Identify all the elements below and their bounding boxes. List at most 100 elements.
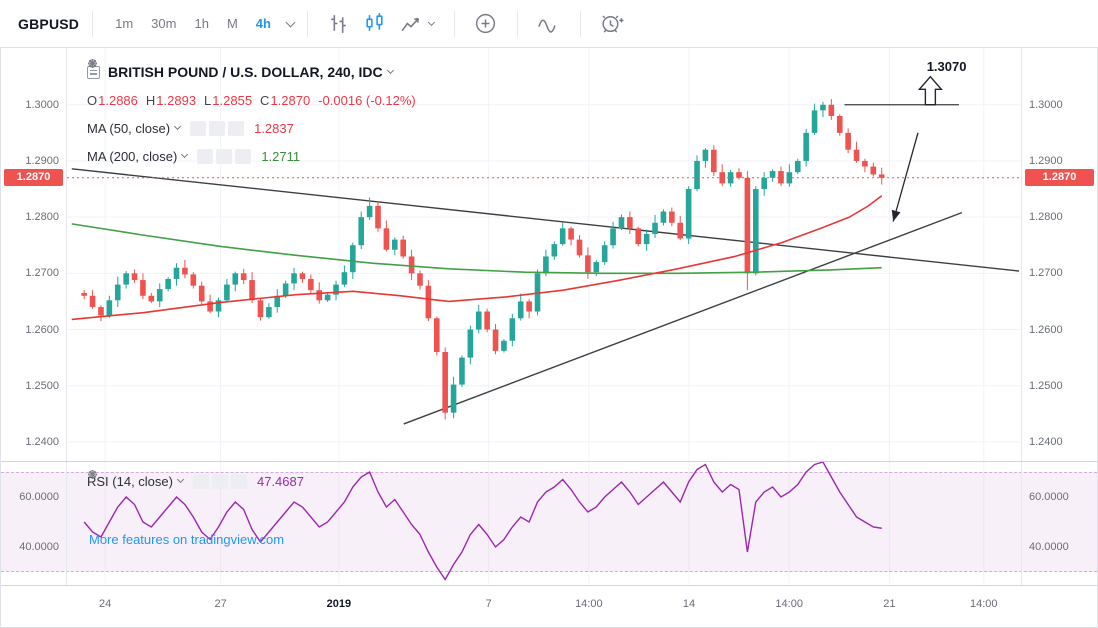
rsi-line[interactable]	[83, 462, 882, 581]
symbol-mini-icon	[87, 65, 100, 79]
toolbar: GBPUSD 1m 30m 1h M 4h	[0, 0, 1098, 48]
rsi-axis-right[interactable]: 60.0000 40.0000	[1021, 462, 1097, 585]
rsi-tick-label: 60.0000	[1029, 491, 1069, 503]
main-legend: BRITISH POUND / U.S. DOLLAR, 240, IDC O …	[87, 58, 424, 170]
tradingview-link[interactable]: More features on tradingview.com	[89, 532, 285, 547]
descending-trendline[interactable]	[71, 168, 1020, 272]
chevron-down-icon	[176, 475, 185, 484]
price-tick-label: 1.2600	[25, 323, 59, 336]
ma200-line[interactable]	[71, 223, 882, 275]
time-tick-label: 14	[682, 598, 696, 610]
ma50-settings-icon[interactable]	[88, 59, 226, 136]
ma50-value: 1.2837	[254, 120, 294, 136]
price-axis-left[interactable]: 1.3000 1.2900 1.2800 1.2700 1.2600 1.2500 1.24…	[1, 48, 67, 461]
price-tick-label: 1.2600	[1029, 323, 1063, 336]
area-style-button[interactable]	[393, 6, 441, 42]
bars-style-button[interactable]	[321, 6, 357, 42]
interval-1h[interactable]: 1h	[194, 16, 209, 31]
toolbar-divider	[579, 10, 581, 37]
low-value: 1.2855	[212, 92, 253, 108]
chart-title: BRITISH POUND / U.S. DOLLAR, 240, IDC	[108, 64, 383, 80]
ohlc-row: O 1.2886 H 1.2893 L 1.2855 C 1.2870 -0.0…	[87, 86, 424, 114]
time-tick-label: 14:00	[775, 598, 803, 610]
change-value: -0.0016 (-0.12%)	[318, 92, 416, 108]
area-style-icon	[401, 17, 420, 32]
time-tick-label: 14:00	[575, 598, 603, 610]
interval-30m[interactable]: 30m	[151, 16, 177, 31]
ma200-hide-icon[interactable]	[88, 59, 214, 164]
symbol-legend-row[interactable]: BRITISH POUND / U.S. DOLLAR, 240, IDC	[87, 58, 424, 86]
rsi-legend-row: RSI (14, close) 47.4687	[87, 469, 304, 493]
time-tick-label: 7	[485, 598, 492, 610]
close-label: C	[260, 92, 270, 108]
price-tick-label: 1.2800	[1029, 211, 1063, 224]
time-tick-label: 14:00	[970, 598, 998, 610]
price-tick-label: 1.2700	[1029, 267, 1063, 280]
interval-chevron-icon[interactable]	[285, 17, 296, 27]
ma50-close-icon[interactable]	[89, 60, 245, 136]
low-label: L	[204, 92, 212, 108]
rsi-close-icon[interactable]	[89, 471, 247, 489]
symbol-name[interactable]: GBPUSD	[18, 15, 80, 32]
candles-style-button[interactable]	[357, 6, 393, 42]
interval-M[interactable]: M	[226, 16, 238, 31]
candles-style-icon	[366, 13, 384, 31]
close-value: 1.2870	[270, 92, 311, 108]
ma50-legend-row: MA (50, close) 1.2837	[87, 59, 424, 142]
ma200-legend-row: MA (200, close) 1.2711	[87, 59, 424, 170]
time-tick-label: 21	[883, 598, 896, 610]
ma50-label[interactable]: MA (50, close)	[87, 120, 171, 136]
rsi-tick-label: 40.0000	[1029, 541, 1069, 553]
rsi-value: 47.4687	[256, 473, 304, 489]
price-tick-label: 1.2900	[1029, 154, 1063, 167]
compare-button[interactable]	[468, 6, 504, 42]
price-tick-label: 1.2500	[25, 379, 59, 392]
up-arrow-annotation[interactable]	[917, 75, 943, 106]
ma200-close-icon[interactable]	[89, 60, 252, 164]
interval-4h[interactable]: 4h	[255, 16, 271, 31]
ma50-line[interactable]	[71, 195, 883, 321]
interval-1m[interactable]: 1m	[115, 16, 134, 31]
target-price-label[interactable]: 1.3070	[927, 59, 967, 74]
alert-button[interactable]	[594, 6, 630, 42]
open-label: O	[87, 92, 98, 108]
ma200-label[interactable]: MA (200, close)	[87, 148, 178, 164]
interval-group: 1m 30m 1h M 4h	[106, 16, 280, 31]
rsi-axis-left[interactable]: 60.0000 40.0000	[1, 462, 67, 585]
price-tick-label: 1.2700	[25, 267, 59, 280]
price-axis-right[interactable]: 1.3000 1.2900 1.2800 1.2700 1.2600 1.2500 1.24…	[1021, 48, 1097, 461]
rsi-label[interactable]: RSI (14, close)	[87, 473, 173, 489]
ma200-value: 1.2711	[261, 148, 301, 164]
price-tick-label: 1.2500	[1029, 379, 1063, 392]
price-tick-label: 1.2400	[1029, 435, 1063, 448]
high-label: H	[145, 92, 156, 108]
bars-style-icon	[331, 15, 347, 33]
toolbar-divider	[306, 10, 308, 37]
ma50-controls	[88, 59, 247, 136]
compare-plus-icon	[476, 13, 496, 34]
time-tick-label: 27	[214, 598, 227, 610]
time-axis[interactable]: 24 27 2019 7 14:00 14 14:00 21 14:00	[1, 585, 1097, 626]
main-pane: 1.3000 1.2900 1.2800 1.2700 1.2600 1.2500 1.24…	[1, 48, 1097, 461]
rsi-hide-icon[interactable]	[88, 470, 209, 489]
rsi-tick-label: 60.0000	[19, 491, 59, 503]
ascending-trendline[interactable]	[403, 211, 963, 425]
time-ticks: 24 27 2019 7 14:00 14 14:00 21 14:00	[67, 586, 1021, 626]
candlestick-chart: 1.3070	[67, 48, 1021, 461]
chevron-down-icon	[386, 66, 394, 75]
rsi-settings-icon[interactable]	[88, 470, 228, 489]
main-chart-plot[interactable]: 1.3070 BRITISH POUND / U.S. DOLLAR, 240,…	[67, 48, 1021, 461]
down-arrow-head	[891, 209, 901, 222]
rsi-plot[interactable]: RSI (14, close) 47.4687 More features on…	[67, 462, 1021, 585]
indicators-button[interactable]	[531, 6, 567, 42]
ma50-hide-icon[interactable]	[88, 59, 207, 136]
down-arrow-annotation[interactable]	[892, 132, 919, 222]
rsi-tick-label: 40.0000	[19, 541, 59, 553]
price-tick-label: 1.2800	[25, 211, 59, 224]
last-price-box: 1.2870	[1025, 169, 1094, 187]
chevron-down-icon	[428, 18, 436, 26]
ma200-settings-icon[interactable]	[88, 59, 233, 164]
chevron-down-icon	[174, 122, 182, 131]
toolbar-divider	[516, 10, 518, 37]
